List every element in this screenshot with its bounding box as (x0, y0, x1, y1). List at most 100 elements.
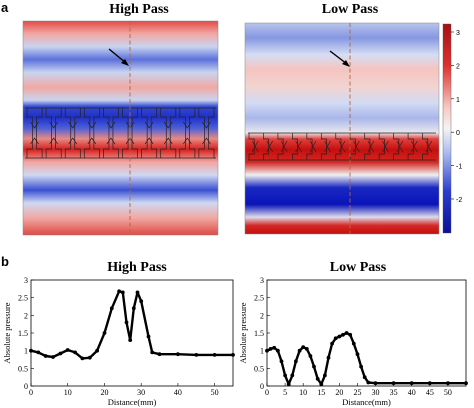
pressure-data-point (65, 348, 70, 352)
pressure-data-point (117, 289, 121, 294)
x-axis-label: Distance(mm) (342, 397, 391, 407)
x-tick-label: 40 (174, 388, 182, 397)
y-tick-label: 1 (260, 347, 264, 356)
pressure-data-point (427, 381, 432, 386)
x-tick-label: 0 (265, 388, 269, 397)
y-tick-label: 1.5 (254, 329, 264, 338)
pressure-data-point (146, 334, 151, 339)
pressure-data-point (319, 382, 324, 387)
x-tick-label: 25 (353, 388, 361, 397)
pressure-data-point (391, 381, 396, 386)
plot-frame (266, 279, 467, 387)
colorbar-ticks: 3 2 1 0 -1 -2 (451, 30, 462, 204)
pressure-data-point (297, 348, 302, 353)
pressure-series-line (30, 290, 233, 360)
high-pass-field-map (22, 20, 219, 236)
pressure-data-point (315, 377, 320, 381)
pressure-data-point (194, 353, 199, 357)
pressure-data-point (131, 306, 136, 311)
pressure-data-point (301, 345, 306, 349)
pressure-data-point (29, 348, 33, 353)
bottom-left-title: High Pass (107, 260, 167, 275)
pressure-data-point (464, 381, 468, 386)
pressure-data-point (87, 355, 92, 360)
pressure-data-point (446, 381, 450, 386)
pressure-data-point (276, 348, 280, 353)
pressure-data-point (157, 352, 162, 357)
panel-a-label: a (1, 0, 9, 15)
y-tick-label: 2.5 (18, 294, 28, 303)
pressure-data-point (366, 380, 371, 385)
pressure-data-point (272, 345, 277, 350)
pressure-data-point (36, 350, 41, 355)
pressure-data-point (359, 364, 363, 369)
pressure-data-point (176, 352, 180, 357)
pressure-data-point (373, 381, 378, 386)
colorbar-tick-label: -1 (456, 164, 462, 171)
colorbar-tick-label: -2 (456, 197, 462, 204)
panel-b-label: b (1, 254, 9, 269)
pressure-data-point (330, 341, 334, 346)
pressure-data-point (286, 382, 291, 387)
pressure-data-point (362, 375, 367, 380)
bottom-right-title: Low Pass (330, 260, 387, 275)
x-tick-label: 15 (317, 388, 325, 397)
pressure-data-point (351, 341, 356, 346)
pressure-data-point (279, 359, 284, 364)
pressure-data-point (341, 332, 345, 337)
pressure-data-point (73, 350, 77, 355)
pressure-data-point (51, 355, 55, 359)
x-tick-label: 45 (426, 388, 434, 397)
pressure-data-point (95, 348, 99, 353)
pressure-data-point (283, 373, 287, 378)
colorbar-tick-label: 2 (456, 63, 460, 70)
pressure-data-point (337, 334, 342, 339)
pressure-data-point (326, 355, 331, 360)
pressure-data-point (120, 290, 125, 295)
pressure-data-point (333, 336, 338, 341)
high-pass-pressure-chart: 00.511.522.530 10 20 30 40 50Distance(mm)Abso… (2, 276, 235, 407)
colorbar-tick-label: 1 (456, 97, 460, 104)
pressure-data-point (124, 320, 129, 325)
pressure-data-point (308, 354, 313, 358)
top-left-title: High Pass (109, 2, 169, 17)
y-tick-label: 3 (24, 276, 28, 285)
pressure-data-point (290, 373, 295, 378)
high-pass-arrow-icon (108, 48, 129, 66)
x-tick-label: 35 (390, 388, 398, 397)
x-tick-label: 5 (283, 388, 287, 397)
x-tick-label: 30 (372, 388, 380, 397)
pressure-data-point (150, 350, 155, 355)
pressure-data-point (109, 306, 114, 311)
y-tick-label: 1.5 (18, 329, 28, 338)
x-tick-label: 10 (64, 388, 72, 397)
y-tick-label: 1 (24, 347, 28, 356)
top-right-title: Low Pass (322, 2, 379, 17)
y-tick-label: 2 (260, 311, 264, 320)
y-axis-label: Absolute pressure (238, 302, 248, 363)
x-axis-label: Distance(mm) (108, 397, 157, 407)
pressure-data-point (139, 299, 144, 304)
pressure-data-point (265, 348, 269, 353)
pressure-data-point (135, 290, 140, 295)
low-pass-unit-cells (248, 132, 436, 161)
colorbar: 3 2 1 0 -1 -2 (442, 23, 462, 234)
colorbar-tick-label: 0 (456, 130, 460, 137)
x-tick-label: 50 (211, 388, 219, 397)
low-pass-arrow-icon (329, 50, 350, 67)
y-tick-label: 3 (260, 276, 264, 285)
pressure-data-point (409, 381, 414, 386)
pressure-data-point (231, 353, 235, 357)
y-tick-label: 2.5 (254, 294, 264, 303)
pressure-data-point (43, 354, 48, 358)
pressure-data-point (80, 356, 85, 361)
x-tick-label: 20 (100, 388, 108, 397)
pressure-data-point (312, 364, 316, 369)
pressure-data-point (294, 359, 298, 364)
x-tick-label: 40 (408, 388, 416, 397)
y-tick-label: 0 (24, 382, 28, 391)
pressure-series-line (266, 331, 466, 386)
y-tick-label: 2 (24, 311, 28, 320)
y-tick-label: 0 (260, 382, 264, 391)
y-axis-label: Absolute pressure (2, 302, 12, 363)
